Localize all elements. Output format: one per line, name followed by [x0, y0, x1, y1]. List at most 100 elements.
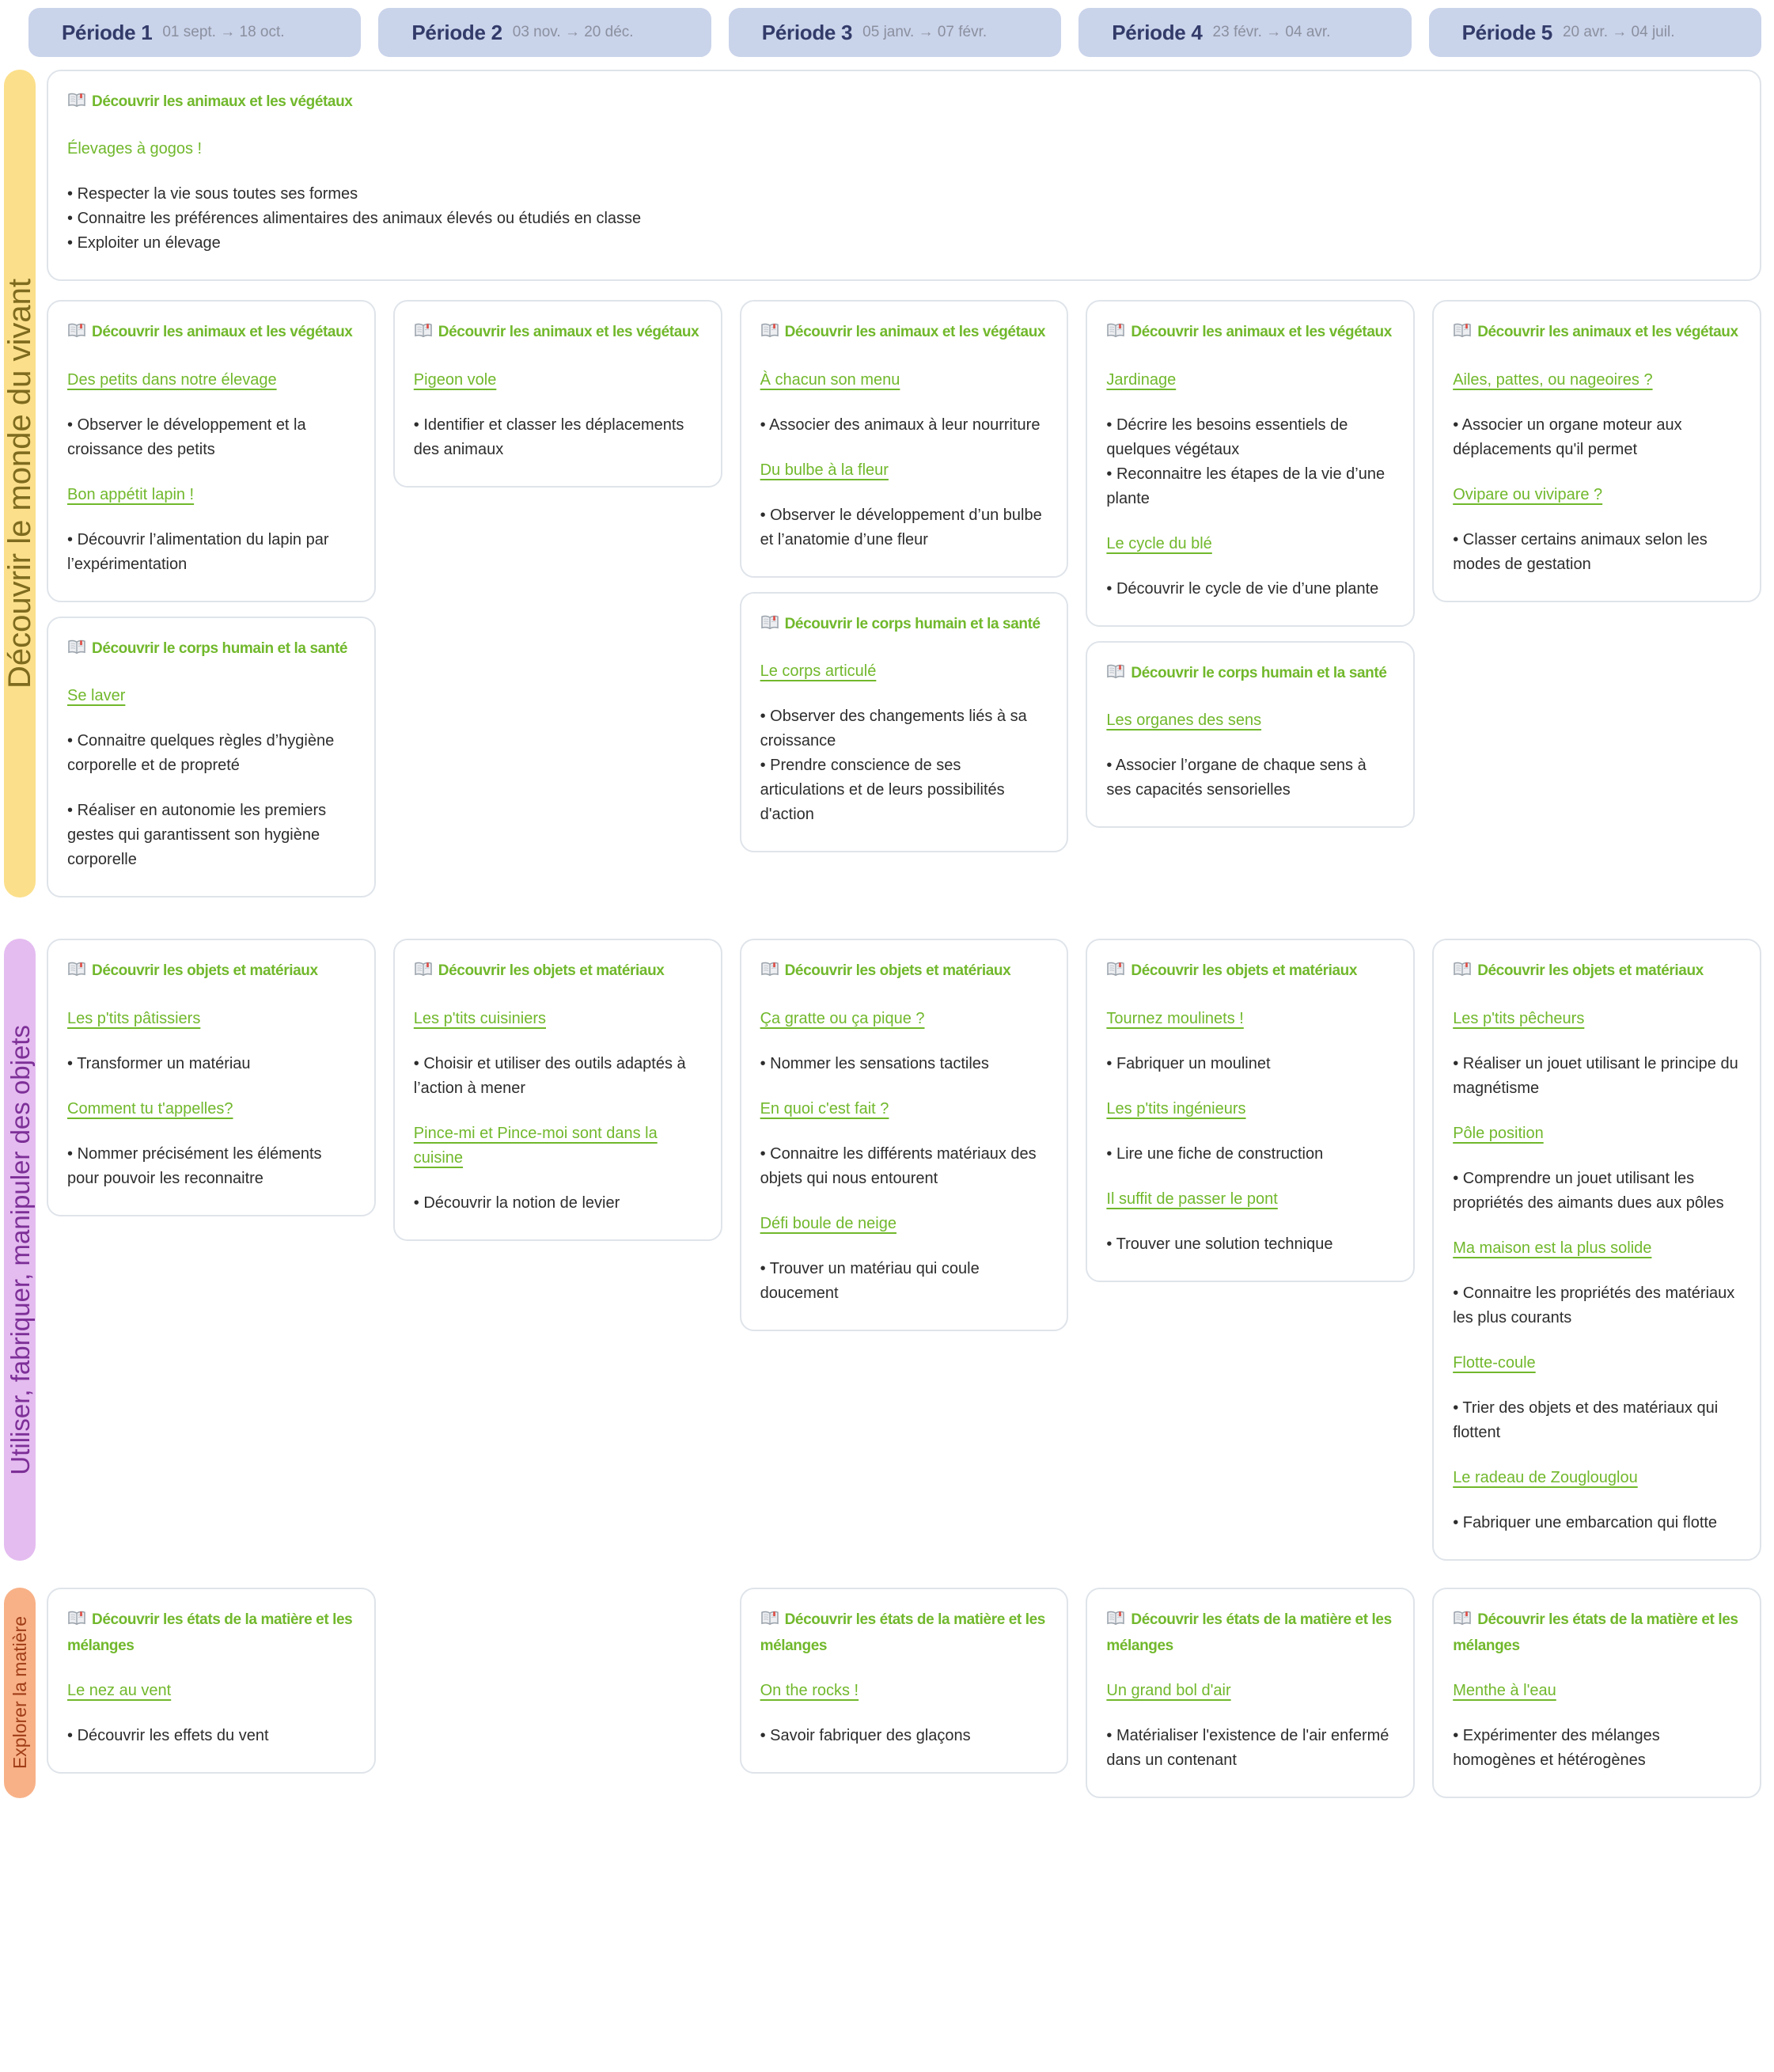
card-domain-heading: Découvrir les animaux et les végétaux: [414, 321, 702, 347]
sequence-link[interactable]: Bon appétit lapin !: [67, 485, 195, 503]
sequence-title-row: Tournez moulinets !: [1106, 1007, 1394, 1031]
sequence-link[interactable]: Ailes, pattes, ou nageoires ?: [1453, 370, 1653, 389]
sequence-title-row: En quoi c'est fait ?: [760, 1097, 1048, 1121]
objective-list: Réaliser un jouet utilisant le principe …: [1453, 1052, 1741, 1101]
programmation-grid: Découvrir le monde du vivant Découvrir le…: [0, 70, 1774, 1799]
card-domain-heading-text: Découvrir le corps humain et la santé: [784, 615, 1041, 632]
sequence-link[interactable]: Les p'tits pêcheurs: [1453, 1009, 1585, 1027]
period-label: Période 5: [1461, 20, 1553, 44]
card-domain-heading-text: Découvrir les objets et matériaux: [1131, 962, 1358, 980]
sequence-title-row: Flotte-coule: [1453, 1351, 1741, 1376]
book-icon: [1453, 1611, 1472, 1634]
book-icon: [1453, 962, 1472, 985]
sequence-link[interactable]: À chacun son menu: [760, 370, 900, 389]
objective-list: Trouver une solution technique: [1106, 1232, 1394, 1257]
sequence-title-row: Les organes des sens: [1106, 708, 1394, 733]
objective-item: Décrire les besoins essentiels de quelqu…: [1106, 413, 1394, 462]
sequence-card: Découvrir les animaux et les végétaux Jar…: [1086, 300, 1416, 627]
book-icon: [67, 639, 86, 663]
sequence-link[interactable]: Les p'tits cuisiniers: [413, 1009, 547, 1027]
objective-list: Connaitre les différents matériaux des o…: [760, 1142, 1048, 1191]
sequence-link[interactable]: Tournez moulinets !: [1106, 1009, 1244, 1027]
objective-list: Trier des objets et des matériaux qui fl…: [1453, 1396, 1741, 1445]
card-domain-heading-text: Découvrir les états de la matière et les…: [67, 1611, 353, 1654]
sequence-link[interactable]: Pigeon vole: [413, 370, 497, 389]
objective-item: Fabriquer un moulinet: [1106, 1052, 1394, 1076]
card-domain-heading-text: Découvrir les objets et matériaux: [92, 962, 318, 980]
sequence-title-row: Pôle position: [1453, 1121, 1741, 1146]
sequence-card: Découvrir le corps humain et la santé Le …: [739, 591, 1069, 853]
sequence-link[interactable]: Défi boule de neige: [760, 1214, 896, 1232]
sequence-link[interactable]: Comment tu t'appelles?: [67, 1099, 233, 1118]
objective-item: Connaitre les propriétés des matériaux l…: [1453, 1281, 1741, 1330]
objective-list: Fabriquer une embarcation qui flotte: [1453, 1511, 1741, 1535]
objective-item: Découvrir les effets du vent: [67, 1724, 355, 1748]
period-column: Découvrir les animaux et les végétaux Jar…: [1086, 300, 1416, 829]
objective-item: Associer l’organe de chaque sens à ses c…: [1106, 753, 1394, 803]
sequence-link[interactable]: En quoi c'est fait ?: [760, 1099, 889, 1118]
sequence-link[interactable]: Il suffit de passer le pont: [1106, 1190, 1278, 1208]
sequence-link[interactable]: On the rocks !: [760, 1682, 859, 1700]
card-domain-heading: Découvrir les états de la matière et les…: [1106, 1608, 1394, 1659]
objective-list: Transformer un matériau: [67, 1052, 355, 1076]
sequence-link[interactable]: Pôle position: [1453, 1124, 1544, 1142]
objective-list: Associer des animaux à leur nourriture: [760, 413, 1048, 438]
objective-item: Choisir et utiliser des outils adaptés à…: [414, 1052, 702, 1101]
sequence-link[interactable]: Flotte-coule: [1453, 1353, 1536, 1372]
sequence-link[interactable]: Ma maison est la plus solide: [1453, 1239, 1652, 1257]
sequence-link[interactable]: Le cycle du blé: [1106, 534, 1212, 552]
objective-item: Observer des changements liés à sa crois…: [760, 704, 1048, 753]
objective-item: Réaliser un jouet utilisant le principe …: [1453, 1052, 1741, 1101]
sequence-link[interactable]: Le corps articulé: [760, 662, 877, 681]
sequence-link[interactable]: Ça gratte ou ça pique ?: [760, 1009, 925, 1027]
card-domain-heading-text: Découvrir les animaux et les végétaux: [784, 324, 1046, 341]
sequence-link[interactable]: Élevages à gogos !: [67, 140, 203, 158]
sequence-card: Découvrir les animaux et les végétaux Ail…: [1432, 300, 1761, 602]
objective-item: Découvrir l’alimentation du lapin par l’…: [67, 528, 355, 577]
sequence-link[interactable]: Ovipare ou vivipare ?: [1453, 485, 1603, 503]
objective-list: Associer l’organe de chaque sens à ses c…: [1106, 753, 1394, 803]
objective-item: Connaitre les préférences alimentaires d…: [67, 207, 1741, 231]
objective-item: Nommer les sensations tactiles: [760, 1052, 1048, 1076]
sequence-link[interactable]: Du bulbe à la fleur: [760, 461, 889, 479]
objective-list: Découvrir l’alimentation du lapin par l’…: [67, 528, 355, 577]
sequence-link[interactable]: Les p'tits pâtissiers: [67, 1009, 201, 1027]
sequence-title-row: Comment tu t'appelles?: [67, 1097, 355, 1121]
sequence-title-row: Les p'tits pâtissiers: [67, 1007, 355, 1031]
objective-list: Matérialiser l'existence de l'air enferm…: [1106, 1724, 1394, 1773]
card-domain-heading-text: Découvrir les animaux et les végétaux: [92, 93, 353, 110]
period-pill: Période 2 03 nov. → 20 déc.: [378, 8, 711, 57]
sequence-link[interactable]: Le radeau de Zouglouglou: [1453, 1468, 1638, 1486]
objective-list: Observer des changements liés à sa crois…: [760, 704, 1048, 827]
sequence-link[interactable]: Le nez au vent: [67, 1682, 172, 1700]
card-domain-heading: Découvrir les états de la matière et les…: [1453, 1608, 1741, 1659]
objective-list: Connaitre quelques règles d’hygiène corp…: [67, 729, 355, 872]
theme-band-label: Utiliser, fabriquer, manipuler des objet…: [5, 1024, 35, 1475]
sequence-link[interactable]: Pince-mi et Pince-moi sont dans la cuisi…: [413, 1124, 658, 1167]
period-label: Période 4: [1112, 20, 1203, 44]
card-domain-heading: Découvrir les animaux et les végétaux: [760, 321, 1048, 347]
objective-item: Connaitre les différents matériaux des o…: [760, 1142, 1048, 1191]
sequence-link[interactable]: Menthe à l'eau: [1453, 1682, 1556, 1700]
sequence-link[interactable]: Les organes des sens: [1106, 712, 1262, 730]
period-dates: 03 nov. → 20 déc.: [512, 24, 634, 40]
period-dates: 20 avr. → 04 juil.: [1562, 24, 1675, 40]
sequence-card: Découvrir les états de la matière et les…: [47, 1587, 376, 1774]
card-domain-heading-text: Découvrir les états de la matière et les…: [1106, 1611, 1392, 1654]
objective-item: Comprendre un jouet utilisant les propri…: [1453, 1167, 1741, 1216]
sequence-link[interactable]: Se laver: [67, 687, 126, 705]
sequence-link[interactable]: Jardinage: [1106, 370, 1177, 389]
card-domain-heading-text: Découvrir les objets et matériaux: [1477, 962, 1704, 980]
sequence-card: Découvrir les états de la matière et les…: [739, 1587, 1069, 1774]
sequence-link[interactable]: Un grand bol d'air: [1106, 1682, 1231, 1700]
sequence-title-row: Les p'tits ingénieurs: [1106, 1097, 1394, 1121]
card-domain-heading: Découvrir les objets et matériaux: [414, 959, 702, 985]
period-column: Découvrir les animaux et les végétaux Pig…: [392, 300, 722, 488]
period-dates: 05 janv. → 07 févr.: [862, 24, 987, 40]
objective-list: Décrire les besoins essentiels de quelqu…: [1106, 413, 1394, 511]
sequence-link[interactable]: Les p'tits ingénieurs: [1106, 1099, 1246, 1118]
sequence-link[interactable]: Des petits dans notre élevage: [67, 370, 277, 389]
sequence-title-row: Un grand bol d'air: [1106, 1679, 1394, 1703]
objective-list: Découvrir les effets du vent: [67, 1724, 355, 1748]
objective-item: Associer des animaux à leur nourriture: [760, 413, 1048, 438]
